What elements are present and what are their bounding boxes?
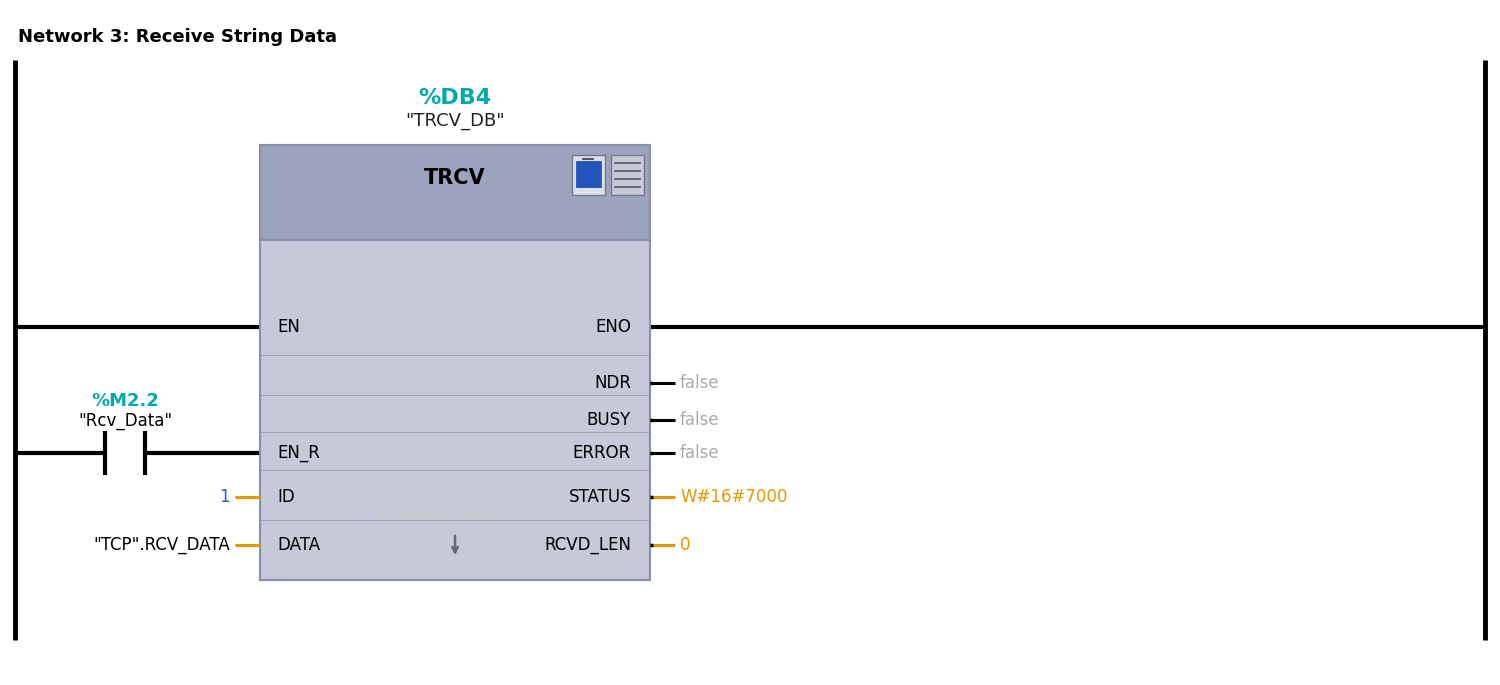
Text: EN: EN bbox=[278, 318, 300, 336]
Text: false: false bbox=[680, 411, 720, 429]
Text: false: false bbox=[680, 374, 720, 392]
Text: "TRCV_DB": "TRCV_DB" bbox=[405, 112, 506, 130]
Bar bbox=[260, 145, 650, 580]
Text: ERROR: ERROR bbox=[573, 444, 632, 462]
Text: STATUS: STATUS bbox=[568, 488, 632, 506]
Text: RCVD_LEN: RCVD_LEN bbox=[544, 536, 632, 554]
Text: 1: 1 bbox=[219, 488, 230, 506]
Bar bbox=[576, 161, 602, 187]
Text: InstrumentationTools.com: InstrumentationTools.com bbox=[374, 512, 536, 525]
Text: DATA: DATA bbox=[278, 536, 320, 554]
Text: 0: 0 bbox=[680, 536, 690, 554]
Text: Network 3: Receive String Data: Network 3: Receive String Data bbox=[18, 28, 338, 46]
Text: %DB4: %DB4 bbox=[419, 88, 492, 108]
Text: "Rcv_Data": "Rcv_Data" bbox=[78, 412, 172, 430]
Bar bbox=[572, 155, 604, 195]
Text: "TCP".RCV_DATA: "TCP".RCV_DATA bbox=[93, 536, 230, 554]
Bar bbox=[260, 145, 650, 240]
Text: NDR: NDR bbox=[594, 374, 632, 392]
Text: W#16#7000: W#16#7000 bbox=[680, 488, 788, 506]
Text: %M2.2: %M2.2 bbox=[92, 392, 159, 410]
Bar bbox=[610, 155, 644, 195]
Text: ID: ID bbox=[278, 488, 294, 506]
Text: ENO: ENO bbox=[596, 318, 632, 336]
Text: BUSY: BUSY bbox=[586, 411, 632, 429]
Text: EN_R: EN_R bbox=[278, 444, 320, 462]
Text: false: false bbox=[680, 444, 720, 462]
Text: TRCV: TRCV bbox=[424, 168, 486, 188]
